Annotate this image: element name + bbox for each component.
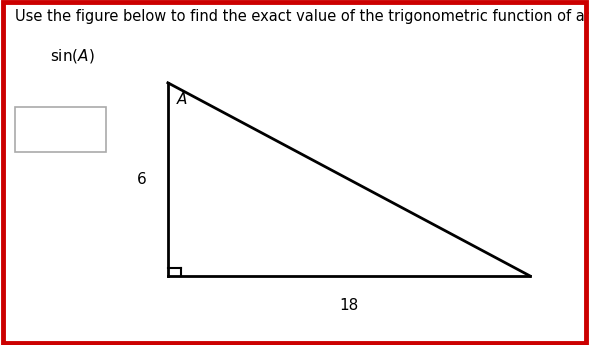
Text: Use the figure below to find the exact value of the trigonometric function of an: Use the figure below to find the exact v…	[15, 9, 589, 23]
Bar	[15, 107, 106, 152]
Text: $A$: $A$	[176, 91, 188, 107]
Text: 6: 6	[137, 172, 146, 187]
Text: 18: 18	[339, 298, 359, 313]
Text: sin($A$): sin($A$)	[50, 47, 95, 65]
